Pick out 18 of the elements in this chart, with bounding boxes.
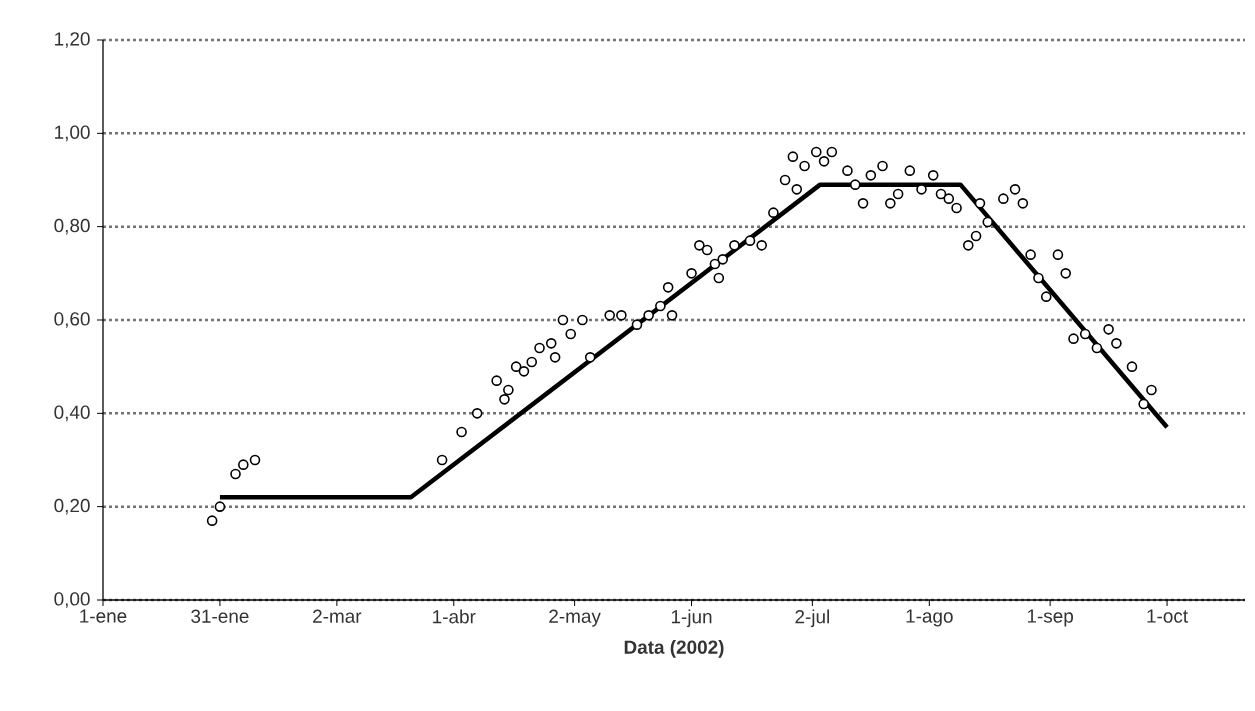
y-tick-label: 1,00 — [55, 125, 90, 142]
y-tick-label: 0,20 — [54, 498, 90, 515]
y-tick-label: 0,60 — [54, 312, 90, 328]
y-tick-label: 1,20 — [55, 32, 90, 48]
x-tick-label: 1-ene — [80, 609, 127, 623]
x-tick-label: 1-jun — [671, 609, 712, 628]
x-tick-label: 2-mar — [313, 609, 362, 623]
x-tick-label: 1-sep — [1027, 609, 1073, 627]
x-tick-label: 31-ene — [191, 609, 249, 623]
y-tick-label: 0,80 — [54, 218, 90, 235]
x-tick-label: 1-abr — [433, 609, 476, 624]
y-tick-label: 0,40 — [54, 405, 90, 422]
x-tick-label: 2-may — [549, 609, 601, 627]
x-axis-title: Data (2002) — [624, 640, 724, 658]
y-tick-label: 0,00 — [54, 592, 90, 608]
x-tick-label: 1-oct — [1147, 609, 1188, 623]
x-tick-label: 1-ago — [906, 609, 953, 627]
x-tick-label: 2-jul — [795, 609, 829, 628]
